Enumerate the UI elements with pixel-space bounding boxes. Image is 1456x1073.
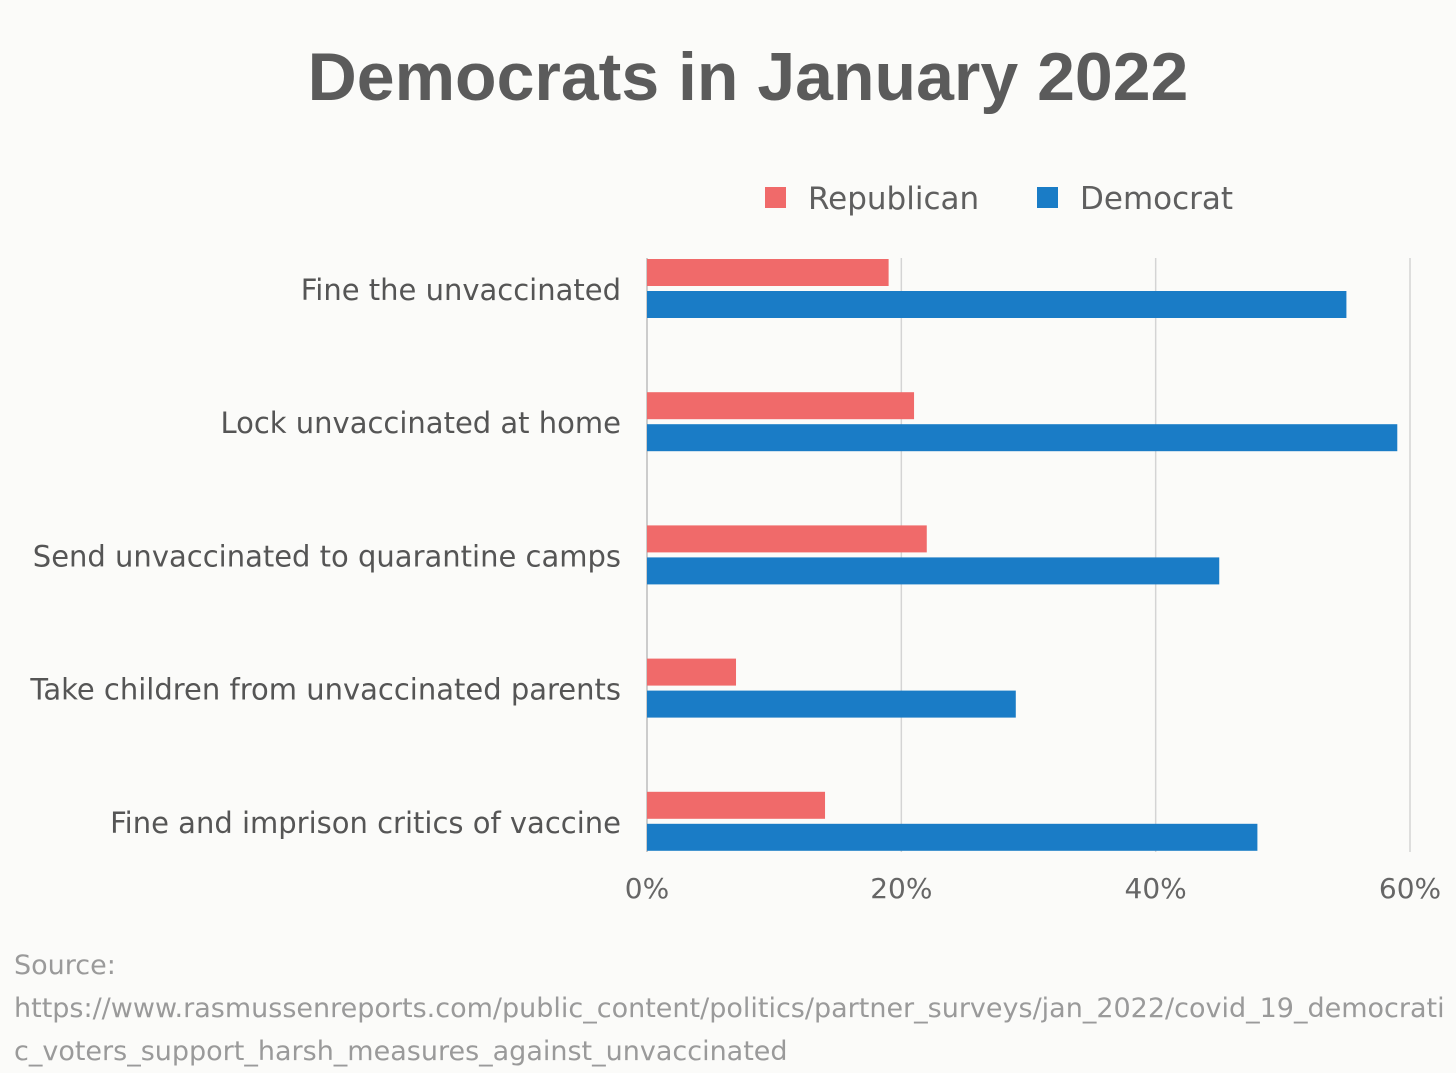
bars: [647, 259, 1398, 851]
grid: [646, 258, 1411, 852]
bar-republican: [647, 791, 826, 819]
bar-republican: [647, 525, 927, 553]
category-label: Fine and imprison critics of vaccine: [110, 806, 621, 840]
category-label: Send unvaccinated to quarantine camps: [33, 539, 621, 573]
legend-swatch: [765, 187, 786, 208]
legend: Republican Democrat: [765, 181, 1233, 217]
category-label: Take children from unvaccinated parents: [29, 673, 621, 707]
source-note: Source: https://www.rasmussenreports.com…: [14, 944, 1446, 1073]
bar-republican: [647, 259, 889, 286]
bar-chart: Democrats in January 2022 Republican Demo…: [29, 39, 1441, 905]
source-url: https://www.rasmussenreports.com/public_…: [14, 993, 1445, 1067]
bar-republican: [647, 658, 737, 686]
category-label: Fine the unvaccinated: [301, 273, 621, 307]
legend-label: Democrat: [1080, 181, 1233, 217]
legend-swatch: [1037, 187, 1058, 208]
category-label: Lock unvaccinated at home: [220, 406, 621, 440]
x-tick-labels: 0% 20% 40% 60%: [625, 872, 1441, 905]
source-label: Source:: [14, 950, 116, 981]
x-tick-label: 20%: [870, 872, 932, 905]
chart-title: Democrats in January 2022: [308, 39, 1189, 115]
bar-democrat: [647, 823, 1258, 851]
legend-label: Republican: [808, 181, 979, 217]
bar-democrat: [647, 690, 1016, 718]
x-tick-label: 60%: [1379, 872, 1441, 905]
bar-democrat: [647, 557, 1220, 585]
bar-democrat: [647, 424, 1398, 452]
bar-republican: [647, 392, 915, 420]
x-tick-label: 0%: [625, 872, 669, 905]
x-tick-label: 40%: [1125, 872, 1187, 905]
category-labels: Fine the unvaccinated Lock unvaccinated a…: [29, 273, 621, 840]
bar-democrat: [647, 291, 1347, 318]
